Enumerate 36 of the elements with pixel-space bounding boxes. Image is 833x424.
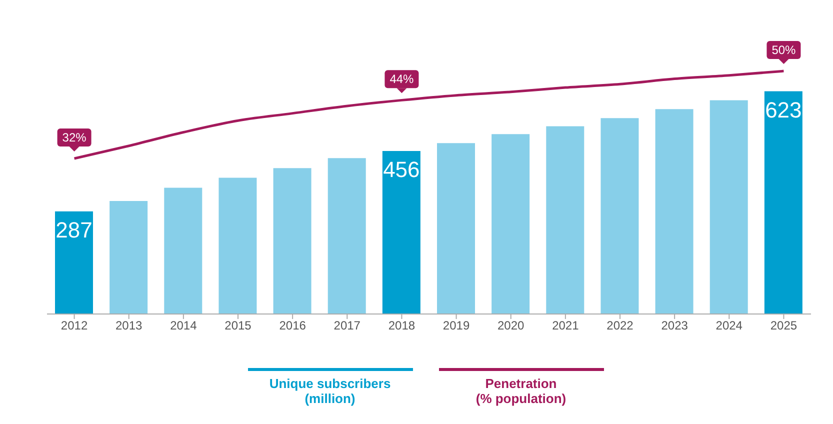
x-tick-label: 2015 <box>224 318 252 333</box>
bar <box>273 168 312 314</box>
data-label: 623 <box>765 97 802 122</box>
x-tick-label: 2022 <box>606 318 634 333</box>
x-tick-label: 2012 <box>60 318 88 333</box>
x-tick-label: 2014 <box>170 318 198 333</box>
x-tick-label: 2016 <box>279 318 306 333</box>
x-tick-label: 2020 <box>498 318 525 333</box>
x-tick-label: 2018 <box>388 318 416 333</box>
data-label: 287 <box>56 217 92 242</box>
x-tick-label: 2021 <box>552 318 580 333</box>
bar <box>546 126 584 314</box>
bar <box>110 201 148 314</box>
bar <box>492 134 530 314</box>
data-label: 32% <box>62 130 87 144</box>
bar <box>764 91 802 314</box>
x-tick-label: 2013 <box>116 318 143 333</box>
bar <box>164 188 202 314</box>
data-label: 44% <box>390 72 414 86</box>
x-tick-label: 2019 <box>442 318 470 333</box>
x-tick-label: 2017 <box>334 318 361 333</box>
bar <box>328 158 366 314</box>
bar <box>382 150 420 314</box>
data-label: 50% <box>772 43 796 58</box>
bar <box>55 211 93 314</box>
data-label: 456 <box>383 156 420 182</box>
text: Penetration (% population) <box>476 376 566 406</box>
text: Unique subscribers (million) <box>269 376 391 406</box>
bar <box>600 118 639 314</box>
bar <box>437 143 475 314</box>
bar <box>655 109 694 314</box>
x-tick-label: 2023 <box>661 318 688 333</box>
bar <box>218 178 257 314</box>
bar <box>710 100 748 314</box>
x-tick-label: 2025 <box>770 318 798 333</box>
x-tick-label: 2024 <box>716 318 743 333</box>
